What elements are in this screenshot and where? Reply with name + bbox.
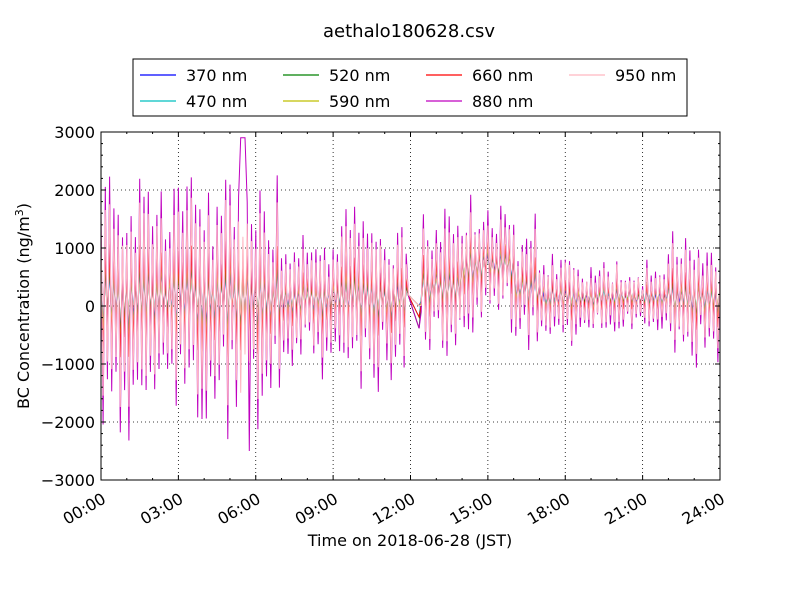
y-tick-label: 2000	[54, 181, 95, 200]
legend-label: 660 nm	[472, 66, 533, 85]
x-tick-label: 00:00	[60, 489, 109, 529]
y-tick-label: 0	[85, 297, 95, 316]
series-layer	[101, 137, 720, 452]
y-tick-label: 3000	[54, 123, 95, 142]
y-axis-label: BC Concentration (ng/m3)	[13, 203, 33, 409]
x-tick-label: 06:00	[214, 489, 263, 529]
y-tick-label: −2000	[41, 413, 95, 432]
series-line	[101, 137, 720, 452]
legend-entry: 880 nm	[426, 92, 533, 111]
ticks: 00:00 03:00 06:00 09:00 12:00 15:00 18:00 21:00…	[41, 123, 728, 529]
y-axis-label-superscript: 3	[13, 209, 26, 216]
x-tick-label: 21:00	[601, 489, 650, 529]
x-tick-label: 12:00	[369, 489, 418, 529]
x-axis-label: Time on 2018-06-28 (JST)	[307, 531, 512, 550]
legend-label: 590 nm	[329, 92, 390, 111]
series-line	[101, 197, 720, 408]
x-tick-label: 09:00	[292, 489, 341, 529]
legend-label: 470 nm	[186, 92, 247, 111]
y-tick-label: −3000	[41, 471, 95, 490]
legend-entry: 520 nm	[283, 66, 390, 85]
legend-label: 880 nm	[472, 92, 533, 111]
legend-entry: 370 nm	[140, 66, 247, 85]
legend-entry: 950 nm	[569, 66, 676, 85]
legend-entry: 470 nm	[140, 92, 247, 111]
legend-label: 370 nm	[186, 66, 247, 85]
x-tick-label: 15:00	[446, 489, 495, 529]
x-tick-label: 18:00	[524, 489, 573, 529]
x-tick-label: 24:00	[679, 489, 728, 529]
legend-label: 950 nm	[615, 66, 676, 85]
x-tick-label: 03:00	[137, 489, 186, 529]
legend-box	[132, 58, 688, 117]
y-tick-label: 1000	[54, 239, 95, 258]
legend-label: 520 nm	[329, 66, 390, 85]
y-axis-label-end: )	[14, 203, 33, 209]
chart-title: aethalo180628.csv	[323, 21, 495, 42]
legend: 370 nm 470 nm 520 nm 590 nm 660 nm 880 nm 950 …	[132, 58, 688, 117]
legend-entry: 660 nm	[426, 66, 533, 85]
y-axis-label-base: BC Concentration (ng/m	[14, 216, 33, 409]
legend-entry: 590 nm	[283, 92, 390, 111]
y-tick-label: −1000	[41, 355, 95, 374]
